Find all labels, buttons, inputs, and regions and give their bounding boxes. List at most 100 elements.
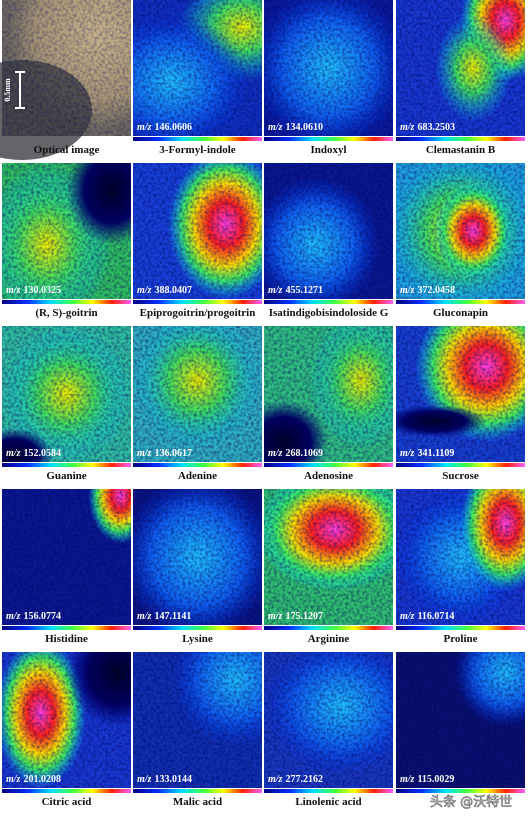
mz-value: 136.0617 [154,448,192,459]
mz-value: 683.2503 [417,122,455,133]
ion-intensity [2,326,131,462]
panel-name: Optical image [34,144,100,156]
speckle [396,0,525,136]
mz-value: 455.1271 [285,285,323,296]
ion-intensity [396,326,525,462]
mz-value: 133.0144 [154,774,192,785]
ms-panel: m/z 388.0407 Epiprogoitrin/progoitrin [133,163,262,319]
ion-intensity [264,652,393,788]
mz-value: 277.2162 [285,774,323,785]
ms-panel: m/z 277.2162 Linolenic acid [264,652,393,808]
ms-panel: m/z 133.0144 Malic acid [133,652,262,808]
colorbar [264,463,393,467]
colorbar [264,789,393,793]
ms-panel: m/z 146.0606 3-Formyl-indole [133,0,262,156]
ion-intensity [133,489,262,625]
speckle [396,326,525,462]
watermark: 头条 @沃特世 [430,794,512,810]
mz-label: m/z 455.1271 [268,285,323,296]
ms-panel: m/z 268.1069 Adenosine [264,326,393,482]
mz-prefix: m/z [268,448,283,459]
panel-name: Histidine [45,633,88,645]
ms-panel: m/z 372.0458 Gluconapin [396,163,525,319]
panel-name: Sucrose [442,470,479,482]
colorbar [133,463,262,467]
ion-intensity [396,163,525,299]
colorbar [2,626,131,630]
speckle [133,489,262,625]
ms-panel: m/z 455.1271 Isatindigobisindoloside G [264,163,393,319]
speckle [133,326,262,462]
mz-value: 146.0606 [154,122,192,133]
ion-intensity [264,489,393,625]
optical-texture [2,0,131,136]
speckle [264,489,393,625]
mz-label: m/z 147.1141 [137,611,191,622]
mz-label: m/z 175.1207 [268,611,323,622]
panel-name: Lysine [182,633,213,645]
speckle [2,326,131,462]
ms-panel: m/z 134.0610 Indoxyl [264,0,393,156]
panel-name: Arginine [308,633,350,645]
mz-prefix: m/z [6,774,21,785]
ms-panel: m/z 201.0208 Citric acid [2,652,131,808]
speckle [264,326,393,462]
mz-label: m/z 201.0208 [6,774,61,785]
mz-value: 134.0610 [285,122,323,133]
mz-prefix: m/z [268,774,283,785]
ion-intensity [264,163,393,299]
speckle [2,163,131,299]
speckle [396,652,525,788]
panel-name: 3-Formyl-indole [159,144,235,156]
ms-panel: m/z 683.2503 Clemastanin B [396,0,525,156]
mz-value: 201.0208 [23,774,61,785]
mz-prefix: m/z [400,448,415,459]
ion-intensity [2,652,131,788]
speckle [264,0,393,136]
ion-intensity [133,326,262,462]
colorbar [264,300,393,304]
mz-label: m/z 388.0407 [137,285,192,296]
panel-name: Proline [443,633,477,645]
speckle [133,652,262,788]
colorbar [133,626,262,630]
mz-prefix: m/z [400,774,415,785]
ms-panel: m/z 175.1207 Arginine [264,489,393,645]
ion-intensity [264,0,393,136]
speckle [264,652,393,788]
ms-panel: m/z 116.0714 Proline [396,489,525,645]
mz-value: 130.0325 [23,285,61,296]
mz-value: 152.0584 [23,448,61,459]
colorbar [2,300,131,304]
mz-prefix: m/z [137,122,152,133]
mz-prefix: m/z [400,122,415,133]
panel-name: Citric acid [42,796,92,808]
colorbar [396,626,525,630]
colorbar [396,463,525,467]
colorbar [133,789,262,793]
colorbar [396,300,525,304]
speckle [2,652,131,788]
colorbar [396,789,525,793]
ms-panel: m/z 147.1141 Lysine [133,489,262,645]
mz-prefix: m/z [137,611,152,622]
ion-intensity [133,163,262,299]
mz-prefix: m/z [137,285,152,296]
mz-prefix: m/z [6,448,21,459]
speckle [2,489,131,625]
mz-label: m/z 130.0325 [6,285,61,296]
speckle [133,0,262,136]
panel-name: Guanine [46,470,86,482]
mz-prefix: m/z [268,122,283,133]
ion-intensity [2,489,131,625]
mz-label: m/z 152.0584 [6,448,61,459]
colorbar [2,789,131,793]
mz-label: m/z 146.0606 [137,122,192,133]
scale-label: 0.5mm [3,78,12,102]
panel-name: Gluconapin [433,307,488,319]
mz-value: 268.1069 [285,448,323,459]
panel-name: (R, S)-goitrin [35,307,97,319]
ion-intensity [396,652,525,788]
mz-value: 341.1109 [417,448,454,459]
